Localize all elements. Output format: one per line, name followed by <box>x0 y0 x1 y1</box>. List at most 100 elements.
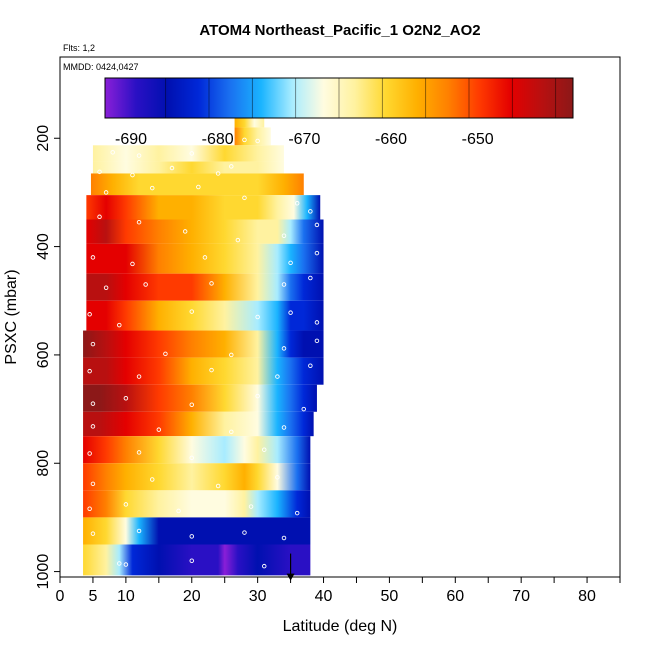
sample-point <box>255 393 260 399</box>
sample-point <box>255 138 260 144</box>
heatmap-row <box>83 517 311 545</box>
x-tick-label: 0 <box>56 588 65 605</box>
sample-point <box>308 209 313 214</box>
colorbar-tick-label: -670 <box>288 131 320 148</box>
y-tick-label: 600 <box>35 341 52 368</box>
sample-point <box>314 222 320 228</box>
sample-point <box>261 447 267 452</box>
sample-point <box>189 402 195 408</box>
heatmap-row <box>83 544 311 576</box>
sample-point <box>136 528 142 534</box>
sample-point <box>189 309 195 314</box>
heatmap-row <box>90 173 304 196</box>
heatmap-row <box>86 273 324 301</box>
sample-point <box>117 561 122 566</box>
sample-point <box>242 530 247 535</box>
y-tick-label: 400 <box>35 233 52 260</box>
sample-point <box>281 535 287 541</box>
sample-point <box>288 260 293 266</box>
sample-point <box>308 275 313 281</box>
sample-point <box>182 229 188 234</box>
heatmap-row <box>234 118 265 128</box>
sample-point <box>123 502 129 507</box>
sample-point <box>123 396 129 401</box>
sample-point <box>103 190 109 195</box>
heatmap-row <box>92 145 284 162</box>
sample-point <box>103 285 109 291</box>
sample-point <box>294 200 300 206</box>
sample-point <box>229 429 234 435</box>
sample-point <box>136 374 142 379</box>
sample-point <box>255 314 260 320</box>
sample-point <box>301 406 307 412</box>
x-axis: 0 5 10 20 30 40 50 60 70 80 <box>56 577 621 605</box>
heatmap-row <box>83 463 311 491</box>
sample-point <box>163 351 168 357</box>
sample-point <box>275 374 280 379</box>
sample-point <box>149 477 155 482</box>
sample-point <box>242 137 247 143</box>
x-tick-label: 50 <box>381 588 399 605</box>
sample-point <box>90 481 96 487</box>
x-tick-label: 40 <box>315 588 333 605</box>
heatmap-row <box>83 490 311 518</box>
colorbar-tick-label: -690 <box>115 131 147 148</box>
sample-point <box>248 504 254 509</box>
x-tick-label: 10 <box>117 588 135 605</box>
sample-point <box>229 352 234 358</box>
sample-point <box>87 368 92 374</box>
sample-point <box>308 363 313 369</box>
sample-point <box>215 171 221 176</box>
sample-points <box>87 137 320 569</box>
sample-point <box>294 510 300 516</box>
dates-note: MMDD: 0424,0427 <box>63 62 139 72</box>
sample-point <box>215 483 221 489</box>
sample-point <box>117 322 122 328</box>
sample-point <box>156 427 162 432</box>
sample-point <box>136 219 142 225</box>
heatmap-rows <box>83 118 324 576</box>
sample-point <box>90 531 96 536</box>
sample-point <box>87 451 92 456</box>
sample-point <box>189 455 195 461</box>
sample-point <box>143 282 148 287</box>
sample-point <box>209 367 214 373</box>
plot-frame <box>59 56 621 578</box>
x-tick-label: 70 <box>512 588 530 605</box>
sample-point <box>130 261 135 267</box>
x-tick-label: 20 <box>183 588 201 605</box>
y-axis-label: PSXC (mbar) <box>3 269 20 364</box>
sample-point <box>87 312 92 317</box>
sample-point <box>261 563 267 569</box>
sample-point <box>169 165 175 171</box>
y-tick-label: 1000 <box>35 554 52 590</box>
sample-point <box>288 310 293 315</box>
sample-point <box>235 237 241 243</box>
sample-point <box>149 185 155 191</box>
sample-point <box>176 508 181 514</box>
sample-point <box>209 281 214 286</box>
sample-point <box>189 151 195 156</box>
sample-point <box>314 250 320 256</box>
sample-point <box>275 475 280 480</box>
sample-point <box>123 562 129 567</box>
sample-point <box>90 341 96 347</box>
flights-note: Flts: 1,2 <box>63 43 95 53</box>
sample-point <box>97 169 102 175</box>
x-tick-label: 60 <box>446 588 464 605</box>
sample-point <box>281 346 287 351</box>
sample-point <box>97 214 102 220</box>
x-tick-label: 80 <box>578 588 596 605</box>
colorbar-ticks: -690 -680 -670 -660 -650 <box>115 131 494 148</box>
x-tick-label: 30 <box>249 588 267 605</box>
colorbar-frame <box>104 77 574 119</box>
sample-point <box>281 425 287 430</box>
sample-point <box>87 506 92 512</box>
heatmap-row <box>86 300 324 331</box>
x-axis-label: Latitude (deg N) <box>283 618 398 635</box>
sample-point <box>189 534 195 539</box>
heatmap-row <box>83 357 324 385</box>
sample-point <box>90 424 96 429</box>
heatmap-row <box>83 330 324 358</box>
